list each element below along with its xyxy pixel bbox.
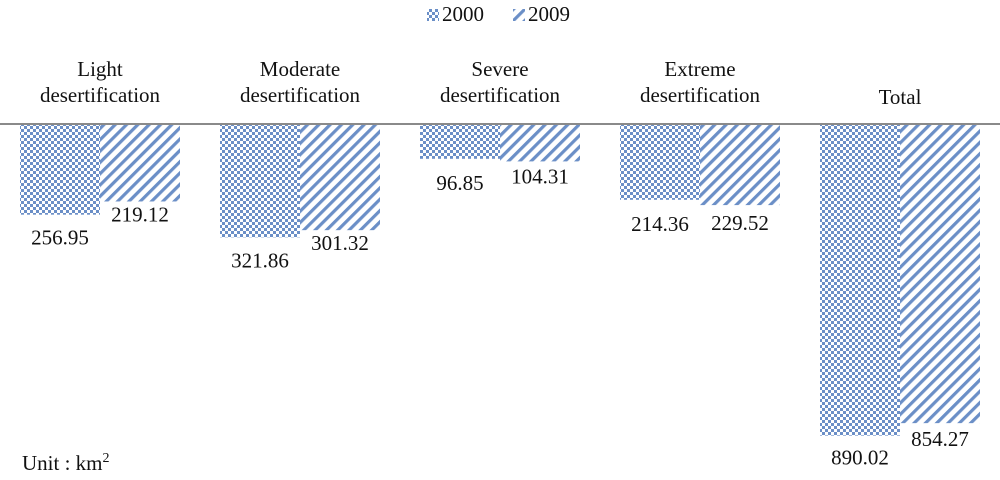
value-label-2000: 256.95 bbox=[31, 226, 89, 250]
value-label-2009: 104.31 bbox=[511, 164, 569, 188]
category-label: Light desertification bbox=[40, 57, 161, 107]
legend: 2000 2009 bbox=[427, 2, 570, 26]
bars bbox=[20, 125, 980, 436]
value-labels: 256.95 321.86 96.85 214.36 890.02 219.12 301.3… bbox=[31, 164, 969, 469]
category-label: Moderate desertification bbox=[240, 57, 361, 107]
legend-swatch-2000 bbox=[427, 9, 439, 21]
category-label: Total bbox=[879, 85, 922, 109]
category-label-line: Total bbox=[879, 85, 922, 109]
legend-item-2000: 2000 bbox=[427, 2, 484, 26]
category-label-line: desertification bbox=[40, 83, 161, 107]
legend-label-2000: 2000 bbox=[442, 2, 484, 26]
category-label-line: desertification bbox=[240, 83, 361, 107]
value-label-2000: 214.36 bbox=[631, 212, 689, 236]
bar-2009 bbox=[900, 125, 980, 424]
unit-label: Unit : km2 bbox=[22, 451, 110, 475]
value-label-2000: 96.85 bbox=[436, 171, 483, 195]
bar-2000 bbox=[620, 125, 700, 200]
bar-2000 bbox=[420, 125, 500, 159]
category-label-line: Severe bbox=[471, 57, 528, 81]
bar-2000 bbox=[220, 125, 300, 238]
value-label-2000: 890.02 bbox=[831, 446, 889, 470]
value-label-2009: 229.52 bbox=[711, 211, 769, 235]
bar-2000 bbox=[820, 125, 900, 436]
bar-2009 bbox=[700, 125, 780, 206]
bar-2000 bbox=[20, 125, 100, 215]
category-label-line: Moderate bbox=[260, 57, 340, 81]
legend-label-2009: 2009 bbox=[528, 2, 570, 26]
category-label-line: desertification bbox=[640, 83, 761, 107]
value-label-2009: 301.32 bbox=[311, 231, 369, 255]
value-label-2009: 219.12 bbox=[111, 202, 169, 226]
value-label-2000: 321.86 bbox=[231, 248, 289, 272]
category-label-line: Light bbox=[77, 57, 123, 81]
category-label: Extreme desertification bbox=[640, 57, 761, 107]
category-label-line: Extreme bbox=[664, 57, 735, 81]
category-label: Severe desertification bbox=[440, 57, 561, 107]
category-label-line: desertification bbox=[440, 83, 561, 107]
legend-item-2009: 2009 bbox=[513, 2, 570, 26]
bar-2009 bbox=[100, 125, 180, 202]
value-label-2009: 854.27 bbox=[911, 427, 969, 451]
bar-2009 bbox=[500, 125, 580, 162]
legend-swatch-2009 bbox=[513, 9, 525, 21]
bar-2009 bbox=[300, 125, 380, 231]
